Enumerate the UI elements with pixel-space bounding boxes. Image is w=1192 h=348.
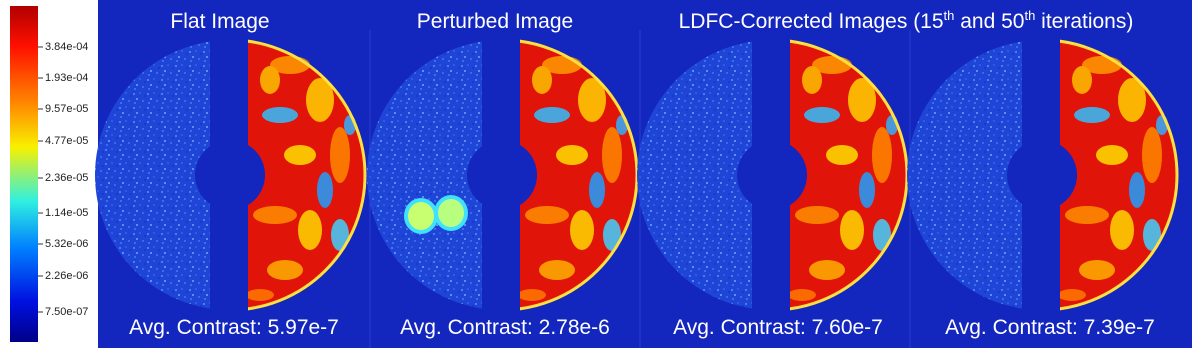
- contrast-caption: Avg. Contrast: 2.78e-6: [400, 316, 610, 339]
- title-part: and 50: [954, 10, 1024, 33]
- contrast-caption: Avg. Contrast: 5.97e-7: [129, 316, 339, 339]
- colorbar-tick-label: 2.36e-05: [45, 172, 88, 184]
- colorbar-tick-label: 1.14e-05: [45, 207, 88, 219]
- contrast-caption: Avg. Contrast: 7.60e-7: [673, 316, 883, 339]
- panel-title: Perturbed Image: [417, 10, 573, 33]
- colorbar-tick-label: 5.32e-06: [45, 238, 88, 250]
- title-part: iterations): [1035, 10, 1133, 33]
- speckle: [434, 195, 468, 231]
- colorbar: [10, 6, 38, 342]
- colorbar-tick-label: 3.84e-04: [45, 41, 88, 53]
- colorbar-tick-label: 2.26e-06: [45, 270, 88, 282]
- panel-title: Flat Image: [170, 10, 269, 33]
- colorbar-tick-label: 9.57e-05: [45, 103, 88, 115]
- speckle: [404, 198, 438, 234]
- title-part: LDFC-Corrected Images (15: [679, 10, 944, 33]
- superscript: th: [944, 8, 955, 23]
- contrast-caption: Avg. Contrast: 7.39e-7: [945, 316, 1155, 339]
- captions: Avg. Contrast: 5.97e-7 Avg. Contrast: 2.7…: [129, 316, 1155, 339]
- colorbar-tick-label: 1.93e-04: [45, 72, 88, 84]
- colorbar-ticks: 3.84e-04 1.93e-04 9.57e-05 4.77e-05 2.36e-05…: [38, 41, 88, 318]
- panel-title: LDFC-Corrected Images (15th and 50th ite…: [679, 8, 1134, 33]
- colorbar-tick-label: 7.50e-07: [45, 306, 88, 318]
- superscript: th: [1024, 8, 1035, 23]
- colorbar-tick-label: 4.77e-05: [45, 135, 88, 147]
